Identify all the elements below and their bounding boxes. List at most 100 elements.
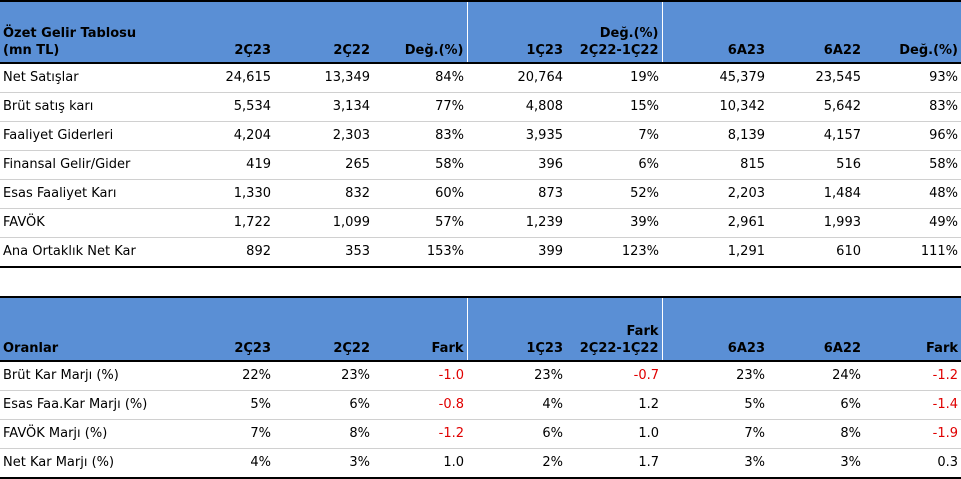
cell-value: 1,330	[233, 186, 271, 201]
col-header: Değ.(%)	[373, 1, 467, 63]
cell-value: 3%	[349, 455, 370, 470]
cell-value: 45,379	[719, 70, 766, 85]
cell-value: 96%	[929, 128, 958, 143]
cell-value: 4%	[250, 455, 271, 470]
cell-value: 6%	[840, 397, 861, 412]
cell-value: 15%	[630, 99, 659, 114]
col-header: 6A22	[768, 297, 864, 361]
col-header: 6A23	[661, 1, 768, 63]
cell-value: 52%	[630, 186, 659, 201]
cell-value: 57%	[435, 215, 464, 230]
cell-value: 610	[836, 244, 861, 259]
cell-value: 58%	[929, 157, 958, 172]
row-label: Ana Ortaklık Net Kar	[3, 244, 136, 259]
cell-value: 7%	[250, 426, 271, 441]
income-row: Finansal Gelir/Gider 419 265 58% 396 6% 815 516…	[0, 151, 961, 180]
cell-value: 83%	[929, 99, 958, 114]
cell-value: -1.4	[932, 397, 958, 412]
income-summary-table: Özet Gelir Tablosu (mn TL) 2Ç23 2Ç22 Değ.…	[0, 1, 961, 267]
cell-value: 1,291	[727, 244, 765, 259]
income-row: Brüt satış karı 5,534 3,134 77% 4,808 15% 10,3…	[0, 93, 961, 122]
cell-value: 6%	[638, 157, 659, 172]
cell-value: 153%	[426, 244, 464, 259]
cell-value: 0.3	[937, 455, 958, 470]
cell-value: 5,534	[233, 99, 271, 114]
cell-value: 3,935	[525, 128, 563, 143]
cell-value: 3,134	[332, 99, 370, 114]
row-label: FAVÖK	[3, 215, 45, 230]
col-header: 2Ç23	[176, 1, 274, 63]
ratios-table-title: Oranlar	[0, 297, 176, 361]
cell-value: 8%	[349, 426, 370, 441]
cell-value: 2%	[542, 455, 563, 470]
cell-value: 3%	[840, 455, 861, 470]
col-header: 2Ç22	[274, 297, 373, 361]
col-header: 1Ç23	[466, 297, 566, 361]
cell-value: 77%	[435, 99, 464, 114]
cell-value: 2,203	[727, 186, 765, 201]
cell-value: 6%	[349, 397, 370, 412]
cell-value: 84%	[435, 70, 464, 85]
cell-value: 22%	[242, 368, 271, 383]
cell-value: 7%	[638, 128, 659, 143]
row-label: Esas Faa.Kar Marjı (%)	[3, 397, 148, 412]
col-header: Değ.(%) 2Ç22-1Ç22	[566, 1, 662, 63]
cell-value: 1.0	[638, 426, 659, 441]
income-row: Esas Faaliyet Karı 1,330 832 60% 873 52% 2,203…	[0, 180, 961, 209]
cell-value: 48%	[929, 186, 958, 201]
cell-value: 23%	[534, 368, 563, 383]
cell-value: -1.2	[438, 426, 464, 441]
row-label: FAVÖK Marjı (%)	[3, 426, 108, 441]
cell-value: 111%	[920, 244, 958, 259]
row-label: Brüt satış karı	[3, 99, 94, 114]
cell-value: 4%	[542, 397, 563, 412]
cell-value: 5%	[744, 397, 765, 412]
cell-value: 1,239	[525, 215, 563, 230]
cell-value: 1,484	[823, 186, 861, 201]
cell-value: 23,545	[815, 70, 862, 85]
cell-value: -1.9	[932, 426, 958, 441]
row-label: Net Satışlar	[3, 70, 79, 85]
col-header: Fark	[864, 297, 961, 361]
cell-value: 1.7	[638, 455, 659, 470]
cell-value: 123%	[621, 244, 659, 259]
income-header-row: Özet Gelir Tablosu (mn TL) 2Ç23 2Ç22 Değ.…	[0, 1, 961, 63]
cell-value: 58%	[435, 157, 464, 172]
cell-value: 8%	[840, 426, 861, 441]
cell-value: 1.2	[638, 397, 659, 412]
ratio-row: FAVÖK Marjı (%) 7% 8% -1.2 6% 1.0 7% 8% -1.9	[0, 420, 961, 449]
cell-value: 24,615	[225, 70, 272, 85]
cell-value: 6%	[542, 426, 563, 441]
col-header: 1Ç23	[466, 1, 566, 63]
col-header: 6A23	[661, 297, 768, 361]
cell-value: 832	[345, 186, 370, 201]
cell-value: 265	[345, 157, 370, 172]
cell-value: 1,099	[332, 215, 370, 230]
ratios-header-row: Oranlar 2Ç23 2Ç22 Fark 1Ç23 Fark 2Ç22-1Ç2…	[0, 297, 961, 361]
cell-value: 49%	[929, 215, 958, 230]
cell-value: 1.0	[443, 455, 464, 470]
col-header: Değ.(%)	[864, 1, 961, 63]
cell-value: 20,764	[517, 70, 564, 85]
ratio-row: Esas Faa.Kar Marjı (%) 5% 6% -0.8 4% 1.2 5% 6% -…	[0, 391, 961, 420]
cell-value: 1,993	[823, 215, 861, 230]
cell-value: 93%	[929, 70, 958, 85]
cell-value: 19%	[630, 70, 659, 85]
cell-value: 4,204	[233, 128, 271, 143]
cell-value: 39%	[630, 215, 659, 230]
cell-value: 13,349	[324, 70, 371, 85]
cell-value: 4,808	[525, 99, 563, 114]
cell-value: 60%	[435, 186, 464, 201]
cell-value: 892	[246, 244, 271, 259]
cell-value: 2,961	[727, 215, 765, 230]
ratios-table: Oranlar 2Ç23 2Ç22 Fark 1Ç23 Fark 2Ç22-1Ç2…	[0, 296, 961, 479]
cell-value: 23%	[736, 368, 765, 383]
cell-value: 7%	[744, 426, 765, 441]
col-header: Fark 2Ç22-1Ç22	[566, 297, 662, 361]
cell-value: 3%	[744, 455, 765, 470]
cell-value: 10,342	[719, 99, 766, 114]
cell-value: -1.0	[438, 368, 464, 383]
income-row: Faaliyet Giderleri 4,204 2,303 83% 3,935 7% 8,…	[0, 122, 961, 151]
row-label: Esas Faaliyet Karı	[3, 186, 117, 201]
cell-value: 396	[538, 157, 563, 172]
